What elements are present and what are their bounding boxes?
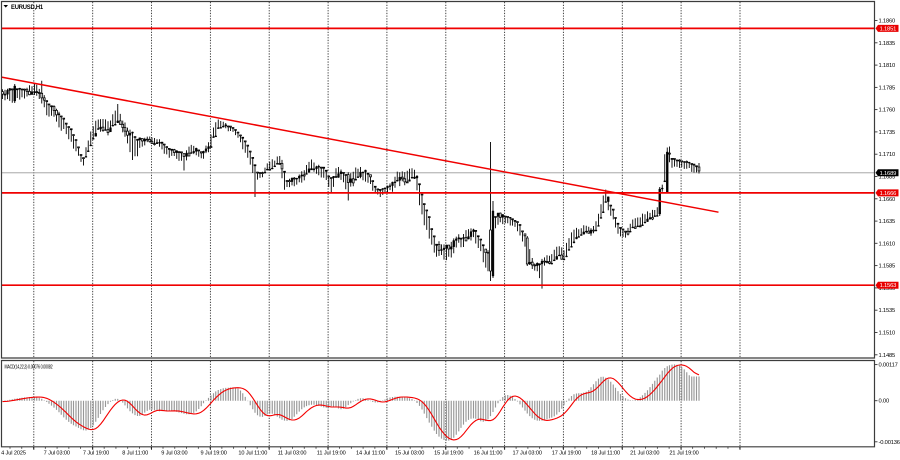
svg-text:1.1610: 1.1610	[879, 241, 896, 247]
svg-text:10 Jul 11:00: 10 Jul 11:00	[238, 451, 267, 457]
svg-text:1.1860: 1.1860	[879, 19, 896, 25]
svg-text:15 Jul 19:00: 15 Jul 19:00	[434, 451, 463, 457]
svg-text:1.1760: 1.1760	[879, 108, 896, 114]
svg-text:15 Jul 03:00: 15 Jul 03:00	[395, 451, 424, 457]
svg-text:21 Jul 19:00: 21 Jul 19:00	[669, 451, 698, 457]
svg-text:-0.00136: -0.00136	[879, 440, 900, 446]
svg-text:0.00: 0.00	[879, 399, 889, 405]
svg-text:MACD(14,22,3) 0.00076 0.00082: MACD(14,22,3) 0.00076 0.00082	[5, 364, 53, 371]
svg-text:11 Jul 03:00: 11 Jul 03:00	[278, 451, 307, 457]
svg-text:4 Jul 2025: 4 Jul 2025	[1, 451, 26, 457]
svg-text:1.1510: 1.1510	[879, 331, 896, 337]
svg-text:11 Jul 19:00: 11 Jul 19:00	[317, 451, 346, 457]
svg-text:1.1689: 1.1689	[880, 171, 897, 177]
svg-text:1.1563: 1.1563	[880, 283, 897, 289]
svg-text:21 Jul 03:00: 21 Jul 03:00	[630, 451, 659, 457]
svg-text:1.1710: 1.1710	[879, 152, 896, 158]
svg-text:1.1585: 1.1585	[879, 264, 896, 270]
svg-text:17 Jul 03:00: 17 Jul 03:00	[513, 451, 542, 457]
svg-text:1.1535: 1.1535	[879, 308, 896, 314]
svg-text:17 Jul 19:00: 17 Jul 19:00	[552, 451, 581, 457]
svg-text:9 Jul 03:00: 9 Jul 03:00	[161, 451, 187, 457]
svg-text:1.1660: 1.1660	[879, 197, 896, 203]
svg-text:1.1735: 1.1735	[879, 130, 896, 136]
svg-text:14 Jul 11:00: 14 Jul 11:00	[356, 451, 385, 457]
svg-text:1.1666: 1.1666	[880, 191, 897, 197]
svg-text:EURUSD,H1: EURUSD,H1	[11, 4, 44, 11]
svg-text:1.1685: 1.1685	[879, 175, 896, 181]
svg-text:16 Jul 11:00: 16 Jul 11:00	[474, 451, 503, 457]
svg-text:7 Jul 03:00: 7 Jul 03:00	[44, 451, 70, 457]
svg-text:1.1835: 1.1835	[879, 41, 896, 47]
svg-text:1.1810: 1.1810	[879, 63, 896, 69]
svg-text:1.1485: 1.1485	[879, 353, 896, 359]
svg-text:1.1785: 1.1785	[879, 85, 896, 91]
svg-text:9 Jul 19:00: 9 Jul 19:00	[200, 451, 226, 457]
svg-text:8 Jul 11:00: 8 Jul 11:00	[122, 451, 148, 457]
svg-text:7 Jul 19:00: 7 Jul 19:00	[83, 451, 109, 457]
svg-text:1.1560: 1.1560	[879, 286, 896, 292]
svg-text:18 Jul 11:00: 18 Jul 11:00	[591, 451, 620, 457]
svg-text:0.00117: 0.00117	[879, 363, 898, 369]
svg-text:1.1635: 1.1635	[879, 219, 896, 225]
svg-text:1.1851: 1.1851	[880, 26, 897, 32]
